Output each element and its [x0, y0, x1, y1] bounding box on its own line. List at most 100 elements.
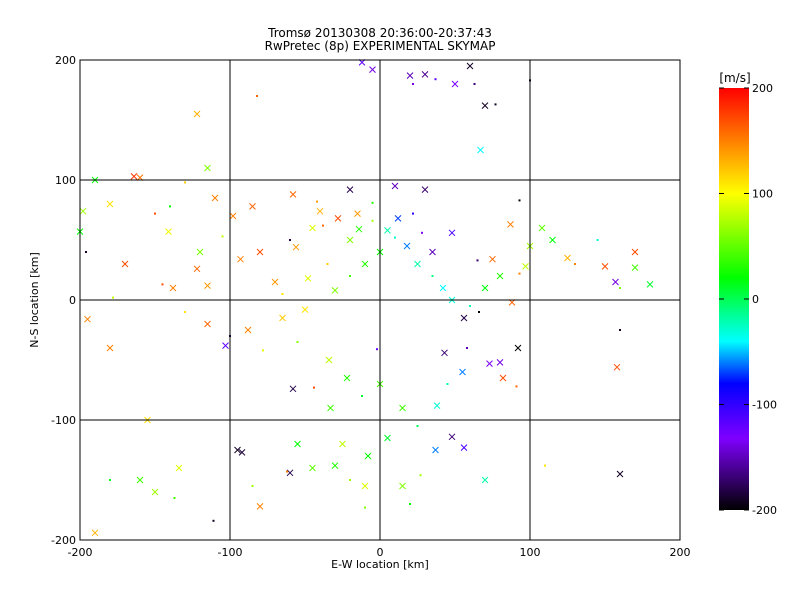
data-point — [451, 80, 459, 88]
data-point — [165, 228, 172, 235]
data-point — [331, 462, 339, 469]
y-axis-label: N-S location [km] — [28, 252, 41, 348]
data-point — [184, 181, 186, 184]
data-point — [477, 146, 484, 154]
data-point — [619, 287, 621, 289]
data-point — [309, 224, 316, 232]
data-point — [222, 342, 229, 349]
data-point — [518, 272, 521, 275]
data-point — [212, 519, 215, 522]
data-point — [346, 236, 354, 244]
data-point — [631, 264, 639, 271]
data-point — [204, 320, 211, 328]
data-point — [238, 449, 246, 456]
data-point — [121, 260, 129, 268]
colorbar-tick-label: -100 — [752, 399, 777, 412]
data-point — [406, 72, 414, 79]
data-point — [262, 349, 264, 352]
data-point — [296, 341, 299, 343]
data-point — [349, 275, 351, 277]
data-point — [414, 260, 421, 268]
data-point — [289, 239, 291, 241]
colorbar-tick-label: 100 — [752, 188, 773, 201]
data-point — [421, 231, 423, 234]
data-point — [446, 383, 449, 385]
data-point — [646, 281, 654, 288]
data-point — [364, 506, 366, 509]
data-point — [469, 305, 471, 307]
data-point — [316, 207, 324, 215]
data-point — [313, 386, 315, 389]
colorbar-tick-label: -200 — [752, 504, 777, 517]
data-point — [616, 470, 624, 478]
data-point — [518, 199, 521, 202]
data-point — [343, 374, 351, 382]
data-point — [281, 293, 284, 295]
data-point — [279, 314, 286, 322]
data-point — [289, 385, 297, 393]
colorbar-unit-label: [m/s] — [719, 71, 750, 85]
data-point — [478, 311, 480, 313]
data-point — [334, 215, 342, 222]
data-point — [434, 78, 437, 81]
data-point — [384, 227, 391, 234]
data-point — [136, 476, 144, 484]
data-point — [612, 278, 619, 286]
data-point — [369, 66, 376, 73]
data-point — [322, 224, 324, 227]
data-point — [204, 282, 211, 289]
data-point — [496, 359, 504, 366]
x-tick-label: 0 — [377, 546, 384, 559]
data-point — [161, 283, 164, 286]
x-tick-label: 200 — [670, 546, 691, 559]
y-tick-label: -200 — [51, 534, 76, 547]
colorbar-tick-label: 200 — [752, 82, 773, 95]
data-point — [106, 344, 114, 352]
data-point — [106, 200, 114, 208]
x-tick-label: -200 — [68, 546, 93, 559]
data-point — [169, 284, 177, 292]
data-point — [173, 497, 176, 499]
data-point — [256, 248, 264, 256]
data-point — [304, 275, 312, 282]
data-point — [169, 205, 171, 208]
data-point — [256, 503, 264, 510]
data-point — [151, 488, 159, 496]
data-point — [412, 212, 414, 215]
data-point — [564, 254, 571, 262]
data-point — [109, 479, 111, 481]
data-point — [384, 434, 391, 442]
data-point — [331, 287, 339, 294]
data-point — [481, 102, 489, 109]
data-point — [466, 347, 468, 349]
data-point — [522, 263, 529, 270]
data-point — [376, 348, 378, 351]
data-point — [481, 284, 489, 292]
y-tick-label: 200 — [55, 54, 76, 67]
data-point — [327, 404, 334, 412]
data-point — [204, 164, 211, 172]
data-point — [193, 110, 201, 118]
y-axis-ticks: -200 -100 0 100 200 — [51, 54, 680, 547]
x-tick-label: -100 — [218, 546, 243, 559]
data-point — [409, 503, 411, 505]
data-point — [229, 212, 237, 220]
data-point — [371, 219, 374, 222]
data-point — [538, 224, 546, 232]
data-point — [364, 452, 372, 460]
data-point — [391, 182, 399, 190]
data-point — [460, 444, 468, 451]
data-point — [416, 425, 419, 427]
x-axis-label: E-W location [km] — [331, 558, 429, 571]
data-point — [494, 103, 497, 106]
chart-title: Tromsø 20130308 20:36:00-20:37:43 — [267, 26, 492, 40]
data-point — [339, 440, 346, 448]
data-point — [249, 203, 256, 210]
data-point — [412, 83, 414, 85]
data-point — [432, 446, 439, 454]
data-point — [294, 440, 301, 448]
data-point — [286, 470, 288, 473]
data-point — [429, 248, 436, 256]
data-point — [431, 275, 434, 277]
data-point — [354, 210, 361, 217]
